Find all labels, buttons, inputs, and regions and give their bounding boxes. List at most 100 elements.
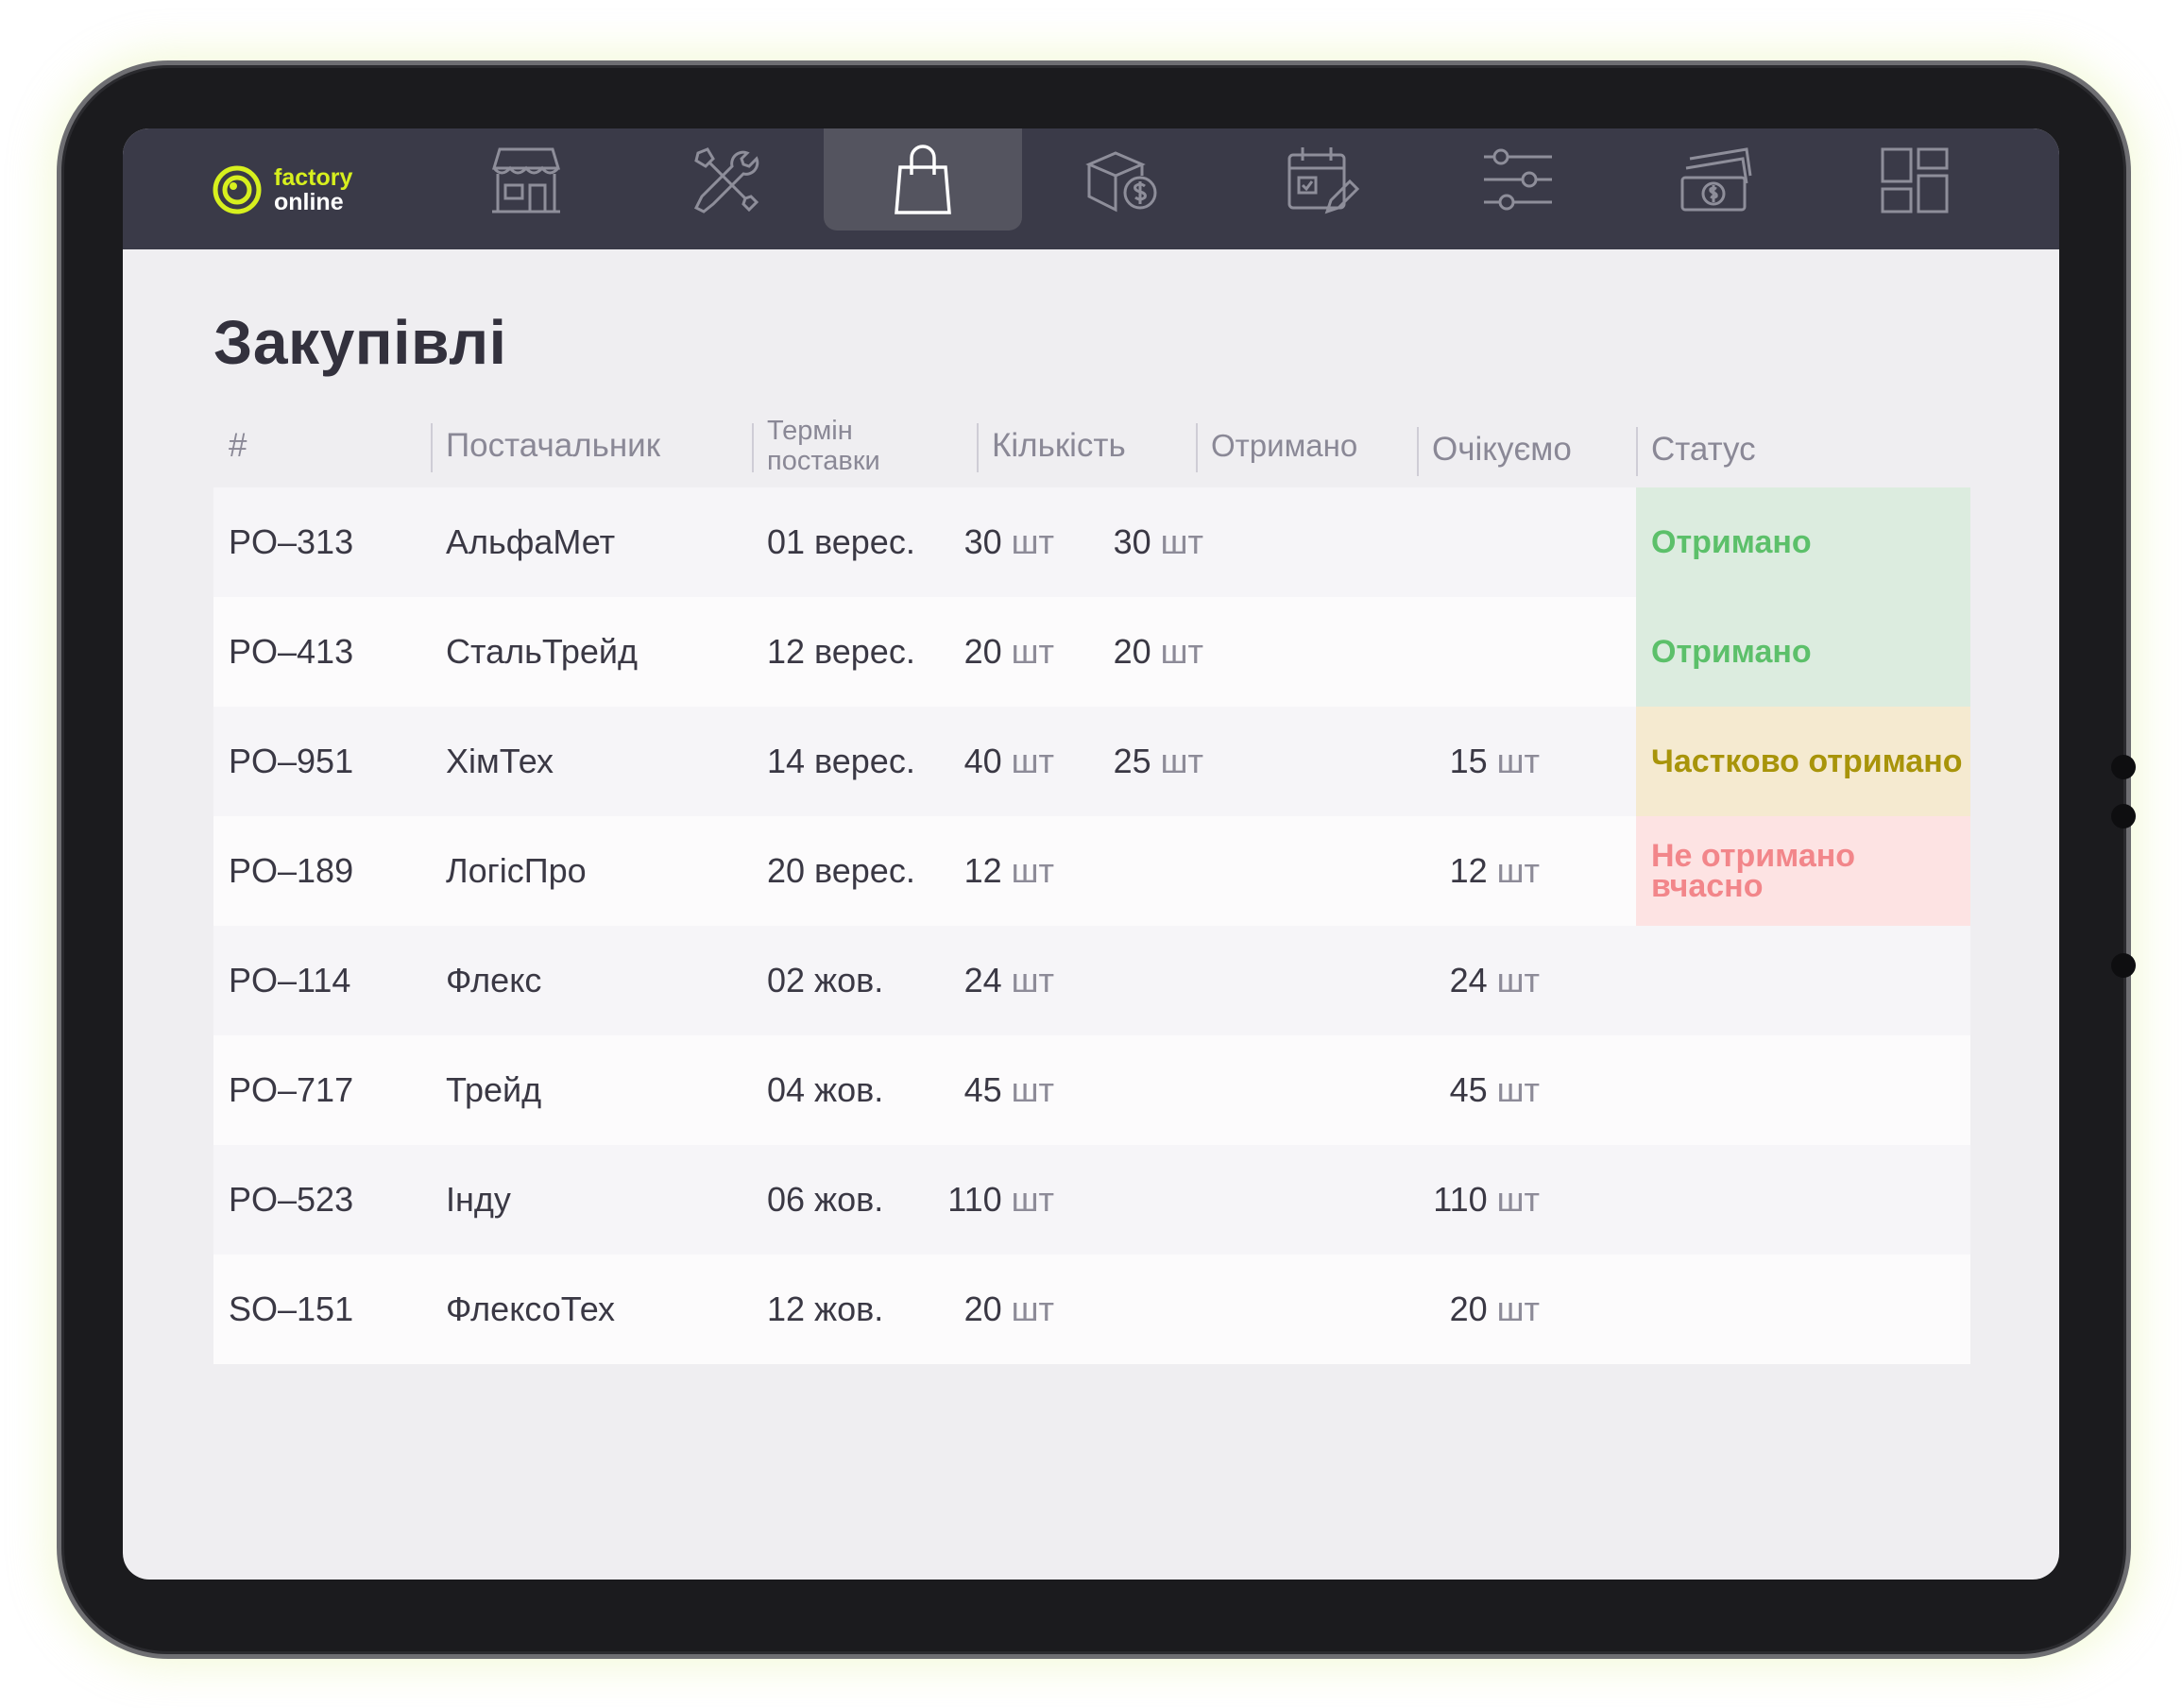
quantity-cell: 20 шт [742,597,1054,707]
expected-value: 20 [1449,1290,1488,1328]
po-number: PO–114 [229,961,351,999]
expected-cell: 15 шт [1196,707,1540,816]
col-header-expected[interactable]: Очікуємо [1417,419,1572,480]
unit-label: шт [1011,632,1054,671]
expected-value: 24 [1449,961,1488,999]
col-header-supplier[interactable]: Постачальник [430,416,660,476]
supplier-name: АльфаМет [446,522,616,561]
quantity-value: 45 [963,1070,1002,1109]
quantity-cell: 40 шт [742,707,1054,816]
unit-label: шт [1496,1070,1540,1109]
quantity-value: 20 [963,632,1002,671]
nav-sales[interactable] [1022,128,1220,232]
received-cell: 30 шт [894,487,1203,597]
table-row[interactable]: PO–189 ЛогісПро 20 верес. 12 шт 12 шт Не отрима… [213,816,1970,926]
unit-label: шт [1160,742,1203,780]
expected-cell: 110 шт [1196,1145,1540,1255]
expected-value: 15 [1449,742,1488,780]
expected-value: 45 [1449,1070,1488,1109]
table-body: PO–313 АльфаМет 01 верес. 30 шт 30 шт Отримано P… [213,487,1970,1364]
unit-label: шт [1011,1180,1054,1219]
quantity-cell: 110 шт [742,1145,1054,1255]
delivery-date: 14 верес. [767,742,915,780]
po-number: PO–951 [229,742,354,780]
nav-calendar[interactable] [1220,128,1419,232]
sliders-icon [1484,148,1552,211]
table-row[interactable]: PO–114 Флекс 02 жов. 24 шт 24 шт [213,926,1970,1035]
delivery-date: 04 жов. [767,1070,884,1109]
quantity-value: 30 [963,522,1002,561]
quantity-cell: 20 шт [742,1255,1054,1364]
quantity-value: 40 [963,742,1002,780]
table-row[interactable]: PO–951 ХімТех 14 верес. 40 шт 25 шт 15 шт Частков… [213,707,1970,816]
delivery-date: 01 верес. [767,522,915,561]
table-row[interactable]: SO–151 ФлексоТех 12 жов. 20 шт 20 шт [213,1255,1970,1364]
col-header-received[interactable]: Отримано [1195,416,1357,476]
delivery-date: 12 жов. [767,1290,884,1328]
status-badge: Отримано [1636,597,1970,707]
nav-tools[interactable] [625,128,824,232]
po-number: PO–189 [229,851,354,890]
received-value: 30 [1113,522,1151,561]
side-sensor [2111,755,2136,779]
table-row[interactable]: PO–717 Трейд 04 жов. 45 шт 45 шт [213,1035,1970,1145]
po-number: PO–523 [229,1180,354,1219]
nav-purchases[interactable] [824,128,1022,231]
received-value: 20 [1113,632,1151,671]
supplier-name: ЛогісПро [446,851,587,890]
nav-finance[interactable] [1617,128,1815,232]
table-row[interactable]: PO–523 Інду 06 жов. 110 шт 110 шт [213,1145,1970,1255]
received-cell: 20 шт [894,597,1203,707]
dashboard-grid-icon [1881,147,1949,214]
supplier-name: Трейд [446,1070,542,1109]
nav-store[interactable] [427,128,625,232]
quantity-value: 12 [963,851,1002,890]
unit-label: шт [1160,632,1203,671]
store-icon [491,147,561,214]
expected-cell: 20 шт [1196,1255,1540,1364]
unit-label: шт [1496,851,1540,890]
col-header-delivery-term[interactable]: Термін поставки [752,416,880,476]
expected-cell: 24 шт [1196,926,1540,1035]
quantity-value: 20 [963,1290,1002,1328]
logo[interactable]: factory online [212,164,352,215]
delivery-date: 02 жов. [767,961,884,999]
status-badge: Частково отримано [1636,707,1970,816]
table-row[interactable]: PO–413 СтальТрейд 12 верес. 20 шт 20 шт Отриман… [213,597,1970,707]
logo-eye-icon [213,165,262,214]
po-number: PO–413 [229,632,354,671]
calendar-edit-icon [1287,147,1359,214]
page-title: Закупівлі [213,307,507,377]
side-sensor [2111,804,2136,828]
app-screen: factory online [123,128,2059,1580]
unit-label: шт [1496,1180,1540,1219]
expected-value: 12 [1449,851,1488,890]
col-header-number[interactable]: # [229,427,247,464]
delivery-date: 06 жов. [767,1180,884,1219]
purchases-table: # Постачальник Термін поставки Кількість… [213,408,1970,1364]
expected-cell: 45 шт [1196,1035,1540,1145]
quantity-cell: 24 шт [742,926,1054,1035]
po-number: SO–151 [229,1290,354,1328]
nav-settings[interactable] [1419,128,1617,232]
supplier-name: Флекс [446,961,542,999]
col-header-quantity[interactable]: Кількість [977,416,1126,476]
logo-line1: factory [274,164,353,191]
status-badge: Не отримано вчасно [1636,816,1970,926]
expected-cell: 12 шт [1196,816,1540,926]
expected-value: 110 [1433,1180,1488,1219]
quantity-value: 24 [963,961,1002,999]
po-number: PO–717 [229,1070,354,1109]
table-row[interactable]: PO–313 АльфаМет 01 верес. 30 шт 30 шт Отримано [213,487,1970,597]
received-cell: 25 шт [894,707,1203,816]
logo-line2: online [274,189,344,215]
delivery-date: 20 верес. [767,851,915,890]
col-header-status[interactable]: Статус [1636,419,1756,480]
unit-label: шт [1011,742,1054,780]
unit-label: шт [1011,1290,1054,1328]
supplier-name: ФлексоТех [446,1290,615,1328]
tools-icon [693,147,759,214]
nav-dashboard[interactable] [1815,128,2014,232]
po-number: PO–313 [229,522,354,561]
quantity-cell: 12 шт [742,816,1054,926]
